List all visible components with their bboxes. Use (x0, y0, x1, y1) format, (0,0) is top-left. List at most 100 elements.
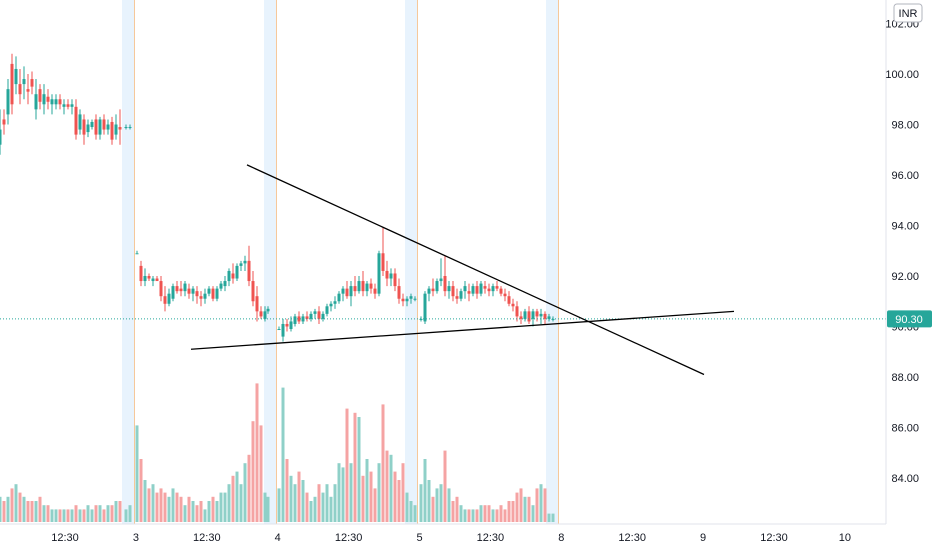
x-tick-label-7: 8 (558, 532, 564, 544)
candle-127 (519, 311, 523, 324)
trendlines[interactable] (190, 164, 735, 376)
volume-bar-12 (46, 505, 50, 522)
candle-7 (26, 74, 30, 105)
x-tick-label-6: 12:30 (477, 532, 505, 544)
candle-72 (297, 311, 301, 324)
candle-126 (515, 301, 519, 322)
volume-bar-123 (503, 509, 507, 522)
currency-label: INR (899, 8, 918, 20)
candle-95 (389, 268, 393, 287)
volume-bar-48 (195, 505, 199, 522)
candle-46 (187, 283, 191, 299)
volume-bar-113 (463, 509, 467, 522)
y-tick-label-5: 94.00 (891, 221, 919, 233)
volume-bar-128 (523, 496, 527, 522)
volume-bar-18 (70, 509, 74, 522)
candle-122 (499, 286, 503, 297)
candle-116 (475, 281, 479, 299)
trendline-1[interactable] (190, 310, 735, 350)
time-axis[interactable]: 12:30 3 12:30 4 12:30 5 12:30 8 12:30 9 12:30 10 (51, 532, 851, 544)
candle-19 (74, 99, 78, 140)
candle-18 (70, 99, 74, 115)
x-tick-label-2: 12:30 (193, 532, 221, 544)
candle-26 (102, 114, 106, 135)
candle-101 (413, 296, 417, 302)
volume-bar-50 (203, 509, 207, 522)
volume-bar-118 (483, 505, 487, 522)
volume-bar-32 (128, 505, 132, 522)
volume-bar-40 (163, 492, 167, 522)
volume-bar-104 (427, 480, 431, 522)
candle-45 (183, 281, 187, 297)
x-tick-label-4: 12:30 (335, 532, 363, 544)
volume-bar-19 (74, 505, 78, 522)
currency-badge[interactable]: INR (893, 3, 923, 23)
candle-21 (82, 114, 86, 145)
candle-120 (491, 283, 495, 297)
candle-32 (128, 124, 132, 130)
volume-bar-135 (551, 513, 555, 522)
volume-bar-67 (277, 488, 281, 522)
candle-119 (487, 283, 491, 297)
candle-83 (341, 286, 345, 302)
volume-bar-75 (309, 501, 313, 522)
volume-bar-21 (82, 509, 86, 522)
volume-bar-77 (317, 484, 321, 522)
volume-bar-90 (369, 471, 373, 522)
volume-bar-57 (231, 475, 235, 522)
candle-97 (397, 278, 401, 304)
candle-11 (42, 84, 46, 115)
volume-bar-102 (419, 484, 423, 522)
candle-124 (507, 291, 511, 307)
candle-1 (2, 109, 6, 135)
volume-bar-0 (0, 496, 2, 522)
volume-bar-68 (281, 387, 285, 522)
volume-bar-124 (507, 501, 511, 522)
volume-bar-84 (345, 408, 349, 522)
candle-50 (203, 288, 207, 304)
candle-67 (277, 326, 281, 331)
trendline-0[interactable] (246, 164, 705, 376)
candle-106 (435, 278, 439, 294)
x-tick-label-1: 3 (133, 532, 139, 544)
candle-40 (163, 286, 167, 312)
candle-131 (535, 308, 539, 322)
volume-bar-64 (259, 425, 263, 522)
candle-58 (235, 263, 239, 282)
candle-54 (219, 281, 223, 292)
volume-bar-20 (78, 509, 82, 522)
volume-bar-96 (393, 471, 397, 522)
volume-bar-42 (171, 488, 175, 522)
x-tick-label-10: 12:30 (760, 532, 788, 544)
volume-bar-24 (94, 505, 98, 522)
volume-bar-54 (219, 492, 223, 522)
price-axis[interactable]: 84.0086.0088.0090.0092.0094.0096.0098.00… (885, 19, 919, 486)
volume-bar-133 (543, 488, 547, 522)
candle-30 (118, 109, 122, 145)
candle-56 (227, 268, 231, 287)
candle-74 (305, 311, 309, 322)
volume-bar-7 (26, 501, 30, 522)
y-tick-label-1: 86.00 (891, 423, 919, 435)
volume-bar-25 (98, 505, 102, 522)
candle-14 (54, 94, 58, 110)
candle-96 (393, 268, 397, 292)
candle-105 (431, 278, 435, 297)
volume-bar-98 (401, 463, 405, 522)
volume-bars (0, 383, 555, 522)
volume-bar-43 (175, 492, 179, 522)
volume-bar-112 (459, 505, 463, 522)
candle-114 (467, 283, 471, 302)
candle-128 (523, 308, 527, 322)
current-price-label: 90.30 (895, 314, 923, 326)
volume-bar-115 (471, 509, 475, 522)
price-label-badge: 90.30 (887, 310, 932, 328)
candle-64 (259, 306, 263, 319)
candle-107 (439, 258, 443, 287)
candle-108 (443, 255, 447, 297)
volume-bar-126 (515, 492, 519, 522)
candle-85 (349, 281, 353, 307)
volume-bar-122 (499, 505, 503, 522)
candle-36 (147, 273, 151, 282)
